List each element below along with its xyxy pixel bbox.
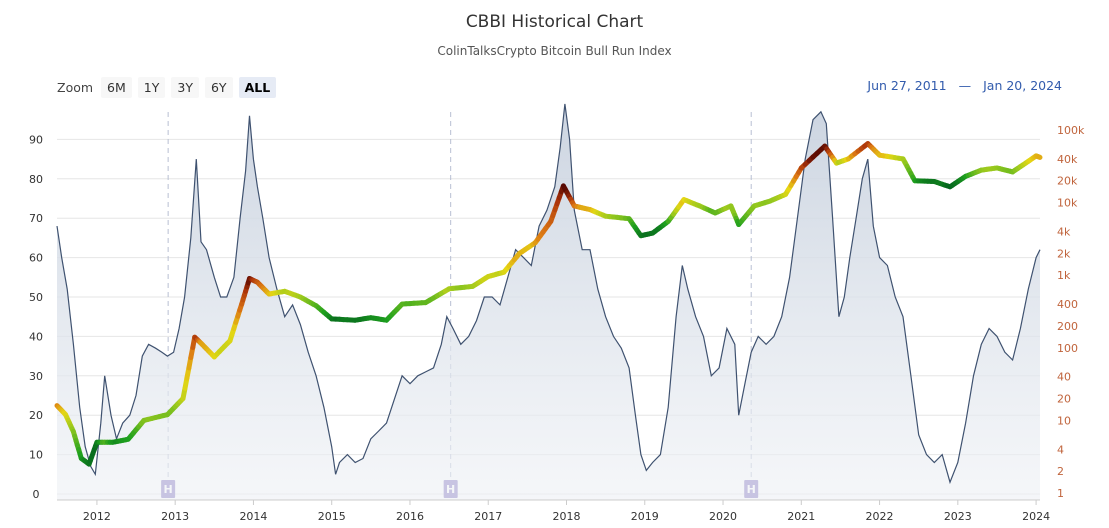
x-tick-label: 2015 [318, 510, 346, 523]
y-right-tick-label: 100k [1057, 124, 1085, 137]
x-tick-label: 2017 [474, 510, 502, 523]
y-left-tick-label: 40 [29, 330, 43, 343]
y-right-tick-label: 20 [1057, 393, 1071, 406]
x-tick-label: 2018 [553, 510, 581, 523]
cbbi-series-line [56, 103, 1041, 485]
y-right-tick-label: 40k [1057, 153, 1078, 166]
y-right-tick-label: 4 [1057, 443, 1064, 456]
y-left-tick-label: 10 [29, 449, 43, 462]
x-tick-label: 2012 [83, 510, 111, 523]
y-right-tick-label: 10k [1057, 197, 1078, 210]
x-tick-label: 2022 [866, 510, 894, 523]
x-tick-label: 2013 [161, 510, 189, 523]
x-tick-label: 2023 [944, 510, 972, 523]
y-right-tick-label: 40 [1057, 371, 1071, 384]
zoom-button-6m[interactable]: 6M [101, 76, 132, 98]
x-tick-label: 2016 [396, 510, 424, 523]
y-left-tick-label: 90 [29, 133, 43, 146]
y-right-tick-label: 4k [1057, 225, 1071, 238]
range-from[interactable]: Jun 27, 2011 [867, 78, 947, 93]
y-left-tick-label: 80 [29, 173, 43, 186]
x-tick-label: 2024 [1022, 510, 1050, 523]
y-right-tick-label: 2k [1057, 247, 1071, 260]
y-right-tick-label: 20k [1057, 175, 1078, 188]
x-tick-label: 2021 [787, 510, 815, 523]
x-tick-label: 2014 [239, 510, 267, 523]
range-separator: — [958, 78, 972, 93]
y-right-tick-label: 400 [1057, 298, 1078, 311]
zoom-button-all[interactable]: ALL [238, 76, 277, 98]
y-left-tick-label: 0 [33, 488, 40, 501]
zoom-button-6y[interactable]: 6Y [204, 76, 233, 98]
x-tick-label: 2019 [631, 510, 659, 523]
zoom-label: Zoom [57, 79, 94, 95]
range-to[interactable]: Jan 20, 2024 [983, 78, 1062, 93]
y-left-tick-label: 70 [29, 212, 43, 225]
zoom-button-1y[interactable]: 1Y [137, 76, 166, 98]
y-left-tick-label: 60 [29, 252, 43, 265]
y-right-tick-label: 100 [1057, 342, 1078, 355]
cbbi-area [57, 103, 1040, 501]
y-right-tick-label: 200 [1057, 320, 1078, 333]
y-right-tick-label: 1 [1057, 487, 1064, 500]
x-tick-label: 2020 [709, 510, 737, 523]
zoom-controls: Zoom 6M 1Y 3Y 6Y ALL [57, 76, 277, 98]
y-right-tick-label: 2 [1057, 465, 1064, 478]
y-left-tick-label: 20 [29, 409, 43, 422]
date-range: Jun 27, 2011 — Jan 20, 2024 [867, 78, 1062, 93]
zoom-button-3y[interactable]: 3Y [171, 76, 199, 98]
y-right-tick-label: 10 [1057, 414, 1071, 427]
chart-subtitle: ColinTalksCrypto Bitcoin Bull Run Index [437, 44, 672, 58]
chart-title: CBBI Historical Chart [465, 12, 644, 32]
y-left-tick-label: 30 [29, 370, 43, 383]
y-left-tick-label: 50 [29, 291, 43, 304]
y-right-tick-label: 1k [1057, 269, 1071, 282]
